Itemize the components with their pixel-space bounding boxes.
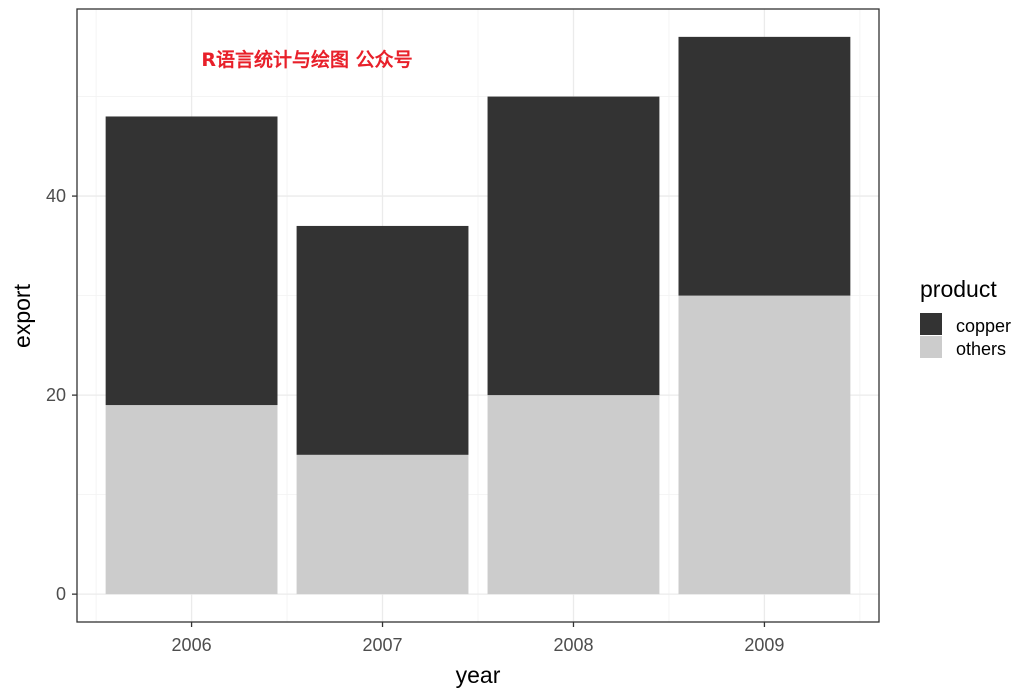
y-axis-title: export [9,283,35,348]
bar-copper-2008 [488,97,660,396]
bar-others-2006 [106,405,278,594]
x-axis: 2006 2007 2008 2009 [172,622,785,655]
bar-others-2007 [297,455,469,594]
watermark-annotation: R语言统计与绘图 公众号 [201,48,412,71]
legend-label-others: others [956,339,1006,359]
x-tick-label: 2007 [363,635,403,655]
y-tick-label: 20 [46,385,66,405]
x-axis-title: year [456,662,501,688]
x-tick-label: 2006 [172,635,212,655]
bar-others-2009 [679,296,851,595]
y-tick-label: 40 [46,186,66,206]
y-axis: 0 20 40 [46,186,77,604]
x-tick-label: 2008 [553,635,593,655]
legend-title: product [920,276,997,302]
bar-copper-2007 [297,226,469,455]
legend-key-copper [920,313,942,335]
bar-copper-2006 [106,116,278,405]
y-tick-label: 0 [56,584,66,604]
legend-key-others [920,336,942,358]
legend-label-copper: copper [956,316,1011,336]
bar-others-2008 [488,395,660,594]
legend: product copper others [920,276,1011,359]
x-tick-label: 2009 [744,635,784,655]
bar-copper-2009 [679,37,851,296]
